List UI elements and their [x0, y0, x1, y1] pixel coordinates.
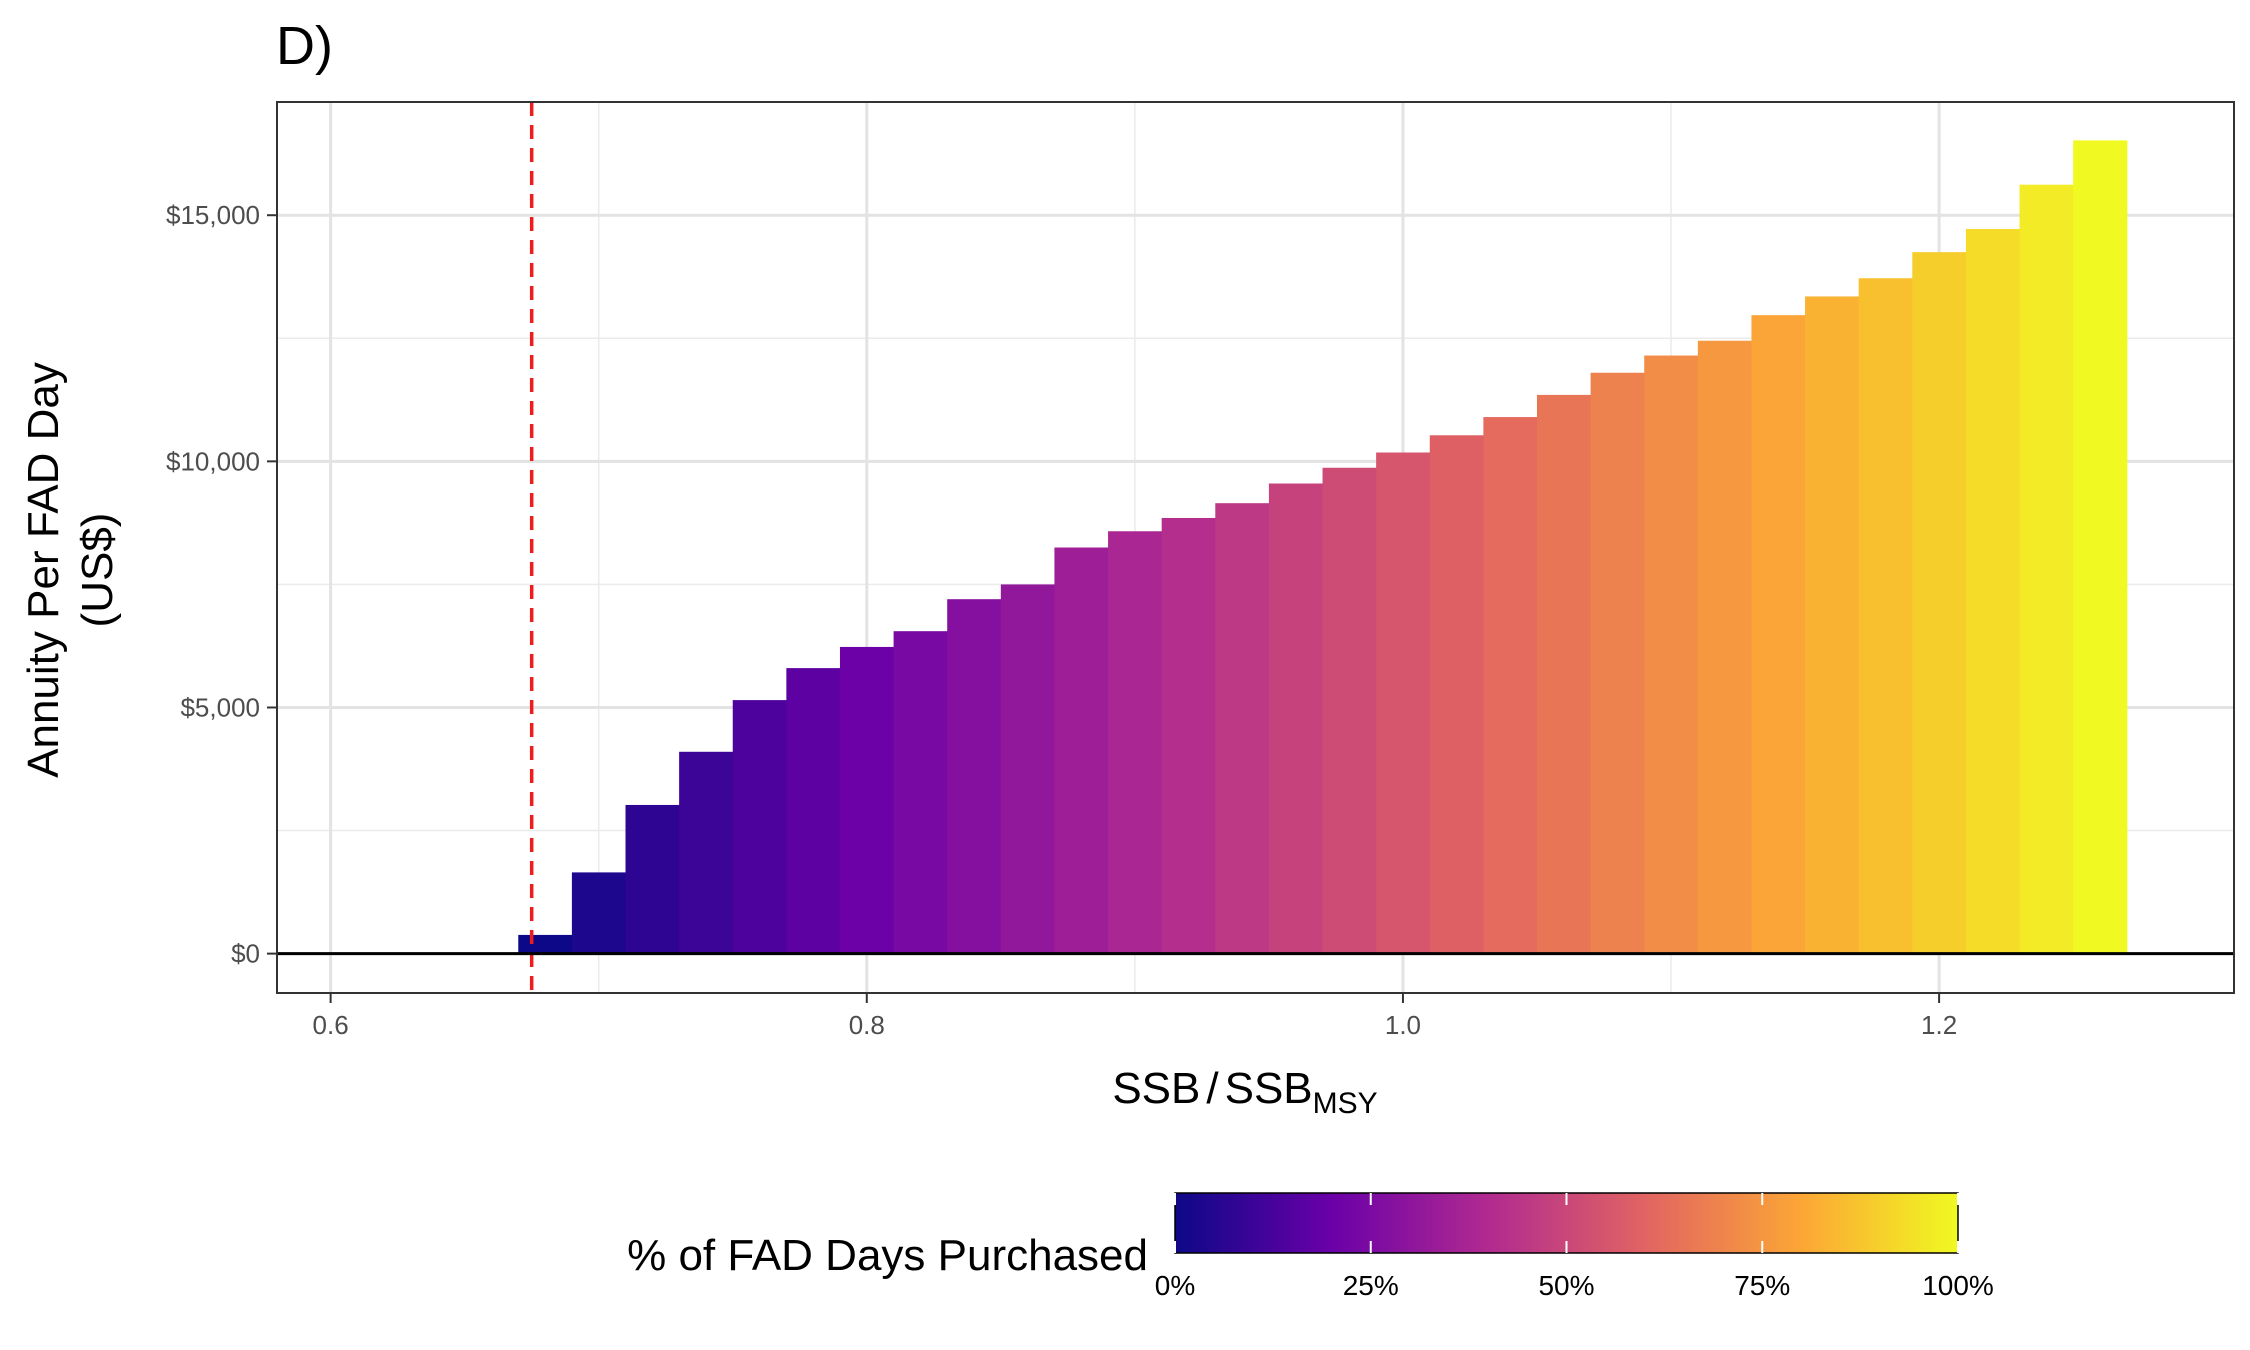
x-axis-title-sep: /: [1206, 1064, 1219, 1113]
bar: [1858, 278, 1913, 954]
bar: [1590, 372, 1645, 954]
x-tick-label: 0.6: [313, 1010, 349, 1040]
x-tick-label: 1.0: [1385, 1010, 1421, 1040]
bar: [1268, 483, 1324, 954]
bar: [1912, 252, 1967, 954]
bar: [1805, 296, 1860, 954]
bar: [1483, 417, 1538, 954]
bar: [625, 804, 680, 954]
colorbar-tick-label: 25%: [1343, 1270, 1399, 1301]
colorbar-tick-label: 75%: [1734, 1270, 1790, 1301]
bars: [518, 140, 2128, 954]
bar: [947, 599, 1002, 954]
bar: [518, 934, 573, 954]
colorbar-legend: 0% 25% 50% 75% 100%: [1155, 1192, 1994, 1301]
bar: [1108, 531, 1163, 954]
x-axis-title-denom: SSB: [1225, 1064, 1313, 1113]
bar: [679, 751, 734, 954]
bar: [1000, 584, 1056, 954]
y-axis-title-line2: (US$): [73, 513, 122, 628]
y-axis-title: Annuity Per FAD Day: [19, 362, 68, 778]
panel-label: D): [276, 16, 333, 76]
bar: [1161, 517, 1216, 954]
y-axis-title-2: (US$): [73, 513, 122, 628]
bar: [2019, 184, 2074, 954]
bar: [1054, 547, 1109, 954]
y-tick-label: $5,000: [180, 692, 260, 722]
colorbar-tick-label: 100%: [1922, 1270, 1994, 1301]
y-axis-title-line1: Annuity Per FAD Day: [19, 362, 68, 778]
bar: [1751, 315, 1806, 954]
y-tick-label: $0: [231, 939, 260, 969]
bar: [732, 700, 787, 954]
bar: [2073, 140, 2128, 954]
bar: [1322, 467, 1377, 954]
bar: [1536, 394, 1592, 954]
x-axis-title-subscript: MSY: [1313, 1087, 1378, 1120]
bar: [786, 668, 841, 954]
bar: [839, 646, 895, 954]
bar: [1376, 452, 1431, 954]
colorbar-tick-label: 50%: [1538, 1270, 1594, 1301]
bar: [1429, 435, 1484, 954]
axes: 0.6 0.8 1.0 1.2 $0 $5,000 $10,000 $15,000: [166, 101, 2235, 1040]
x-tick-label: 1.2: [1921, 1010, 1957, 1040]
bar: [1697, 340, 1753, 954]
bar: [1644, 355, 1699, 954]
y-tick-label: $10,000: [166, 446, 260, 476]
bar: [893, 631, 948, 954]
y-tick-label: $15,000: [166, 200, 260, 230]
x-tick-label: 0.8: [849, 1010, 885, 1040]
x-axis-title-main: SSB: [1112, 1064, 1200, 1113]
x-axis-title: SSB / SSBMSY: [1112, 1064, 1377, 1120]
panel-border: [276, 101, 2235, 994]
bar: [1965, 229, 2021, 954]
colorbar-tick-label: 0%: [1155, 1270, 1195, 1301]
bar: [1215, 503, 1270, 954]
legend-title: % of FAD Days Purchased: [627, 1231, 1148, 1280]
bar: [571, 872, 627, 954]
